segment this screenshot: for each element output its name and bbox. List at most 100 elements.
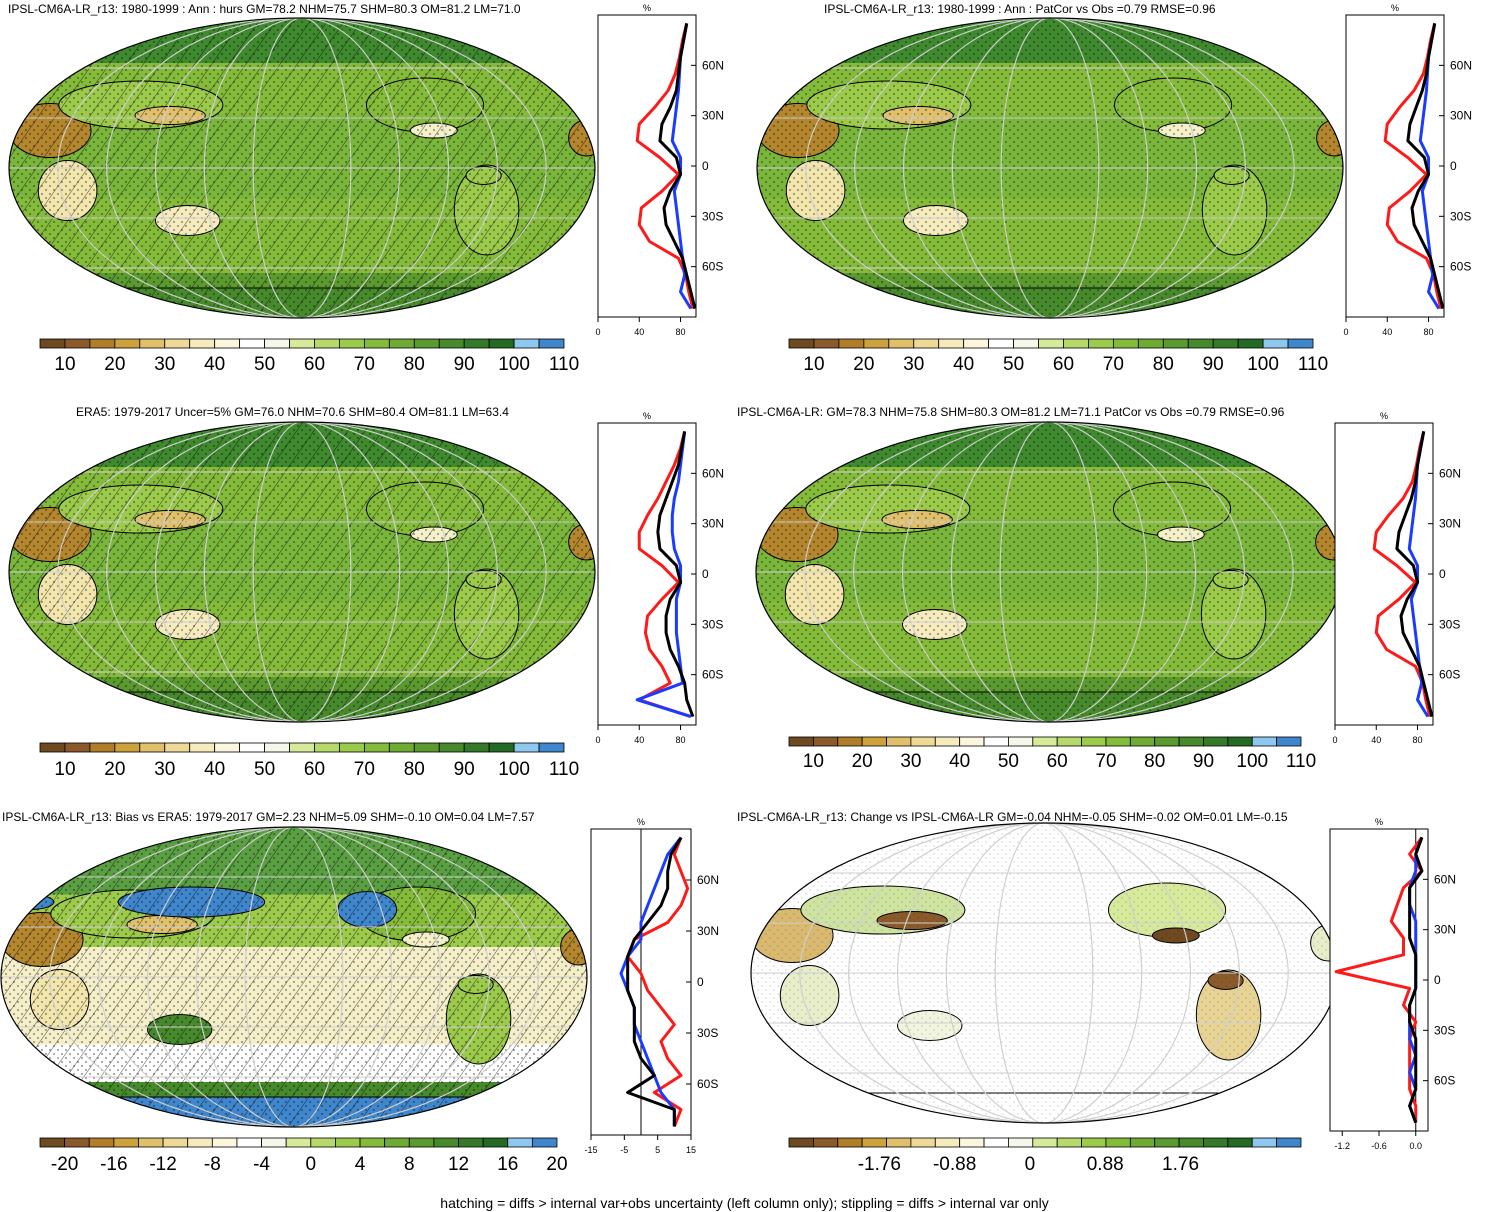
colorbar-swatch bbox=[959, 1137, 985, 1148]
zonal-ytick: 60N bbox=[697, 873, 719, 887]
colorbar-label: 50 bbox=[254, 759, 275, 780]
series-line-red bbox=[635, 23, 695, 309]
series-line-blue bbox=[619, 836, 683, 1127]
zonal-plot-p6: % 60N 30N 0 30S 60S -1.2 -0.6 0.0 bbox=[1329, 817, 1456, 1151]
colorbar-label: 100 bbox=[498, 354, 530, 375]
zonal-xtick: -1.2 bbox=[1334, 1141, 1350, 1151]
zonal-ytick: 60S bbox=[702, 260, 723, 274]
colorbar-swatch bbox=[861, 1137, 887, 1148]
colorbar-swatch bbox=[837, 736, 863, 747]
colorbar-swatch bbox=[1276, 1137, 1302, 1148]
colorbar-swatch bbox=[363, 742, 390, 753]
zonal-ytick: 0 bbox=[702, 159, 709, 173]
colorbar-swatch bbox=[88, 1137, 115, 1148]
map-p5 bbox=[0, 826, 588, 1128]
zonal-xtick: 40 bbox=[634, 327, 644, 337]
zonal-xtick: -15 bbox=[584, 1145, 597, 1155]
zonal-ytick: 30S bbox=[702, 209, 723, 223]
zonal-xtick: 0 bbox=[595, 735, 600, 745]
colorbar-swatch bbox=[938, 338, 965, 349]
zonal-xtick: -5 bbox=[620, 1145, 628, 1155]
colorbar-p4: 10 20 30 40 50 60 70 80 90 100 110 bbox=[788, 736, 1316, 772]
colorbar-swatch bbox=[538, 338, 565, 349]
colorbar-swatch bbox=[335, 1137, 361, 1148]
zonal-ytick: 30S bbox=[1439, 617, 1460, 631]
colorbar-label: 16 bbox=[497, 1154, 518, 1175]
zonal-xtick: 15 bbox=[686, 1145, 696, 1155]
zonal-ytick: 30N bbox=[1450, 109, 1472, 123]
footnote: hatching = diffs > internal var+obs unce… bbox=[440, 1195, 1049, 1211]
colorbar-swatch bbox=[236, 1137, 262, 1148]
colorbar-label: -0.88 bbox=[933, 1154, 976, 1175]
colorbar-swatch bbox=[813, 338, 840, 349]
colorbar-label: 10 bbox=[803, 354, 824, 375]
colorbar-swatch bbox=[1129, 736, 1156, 747]
zonal-ytick: 0 bbox=[1439, 567, 1446, 581]
colorbar-swatch bbox=[463, 742, 490, 753]
zonal-ytick: 30S bbox=[697, 1026, 718, 1040]
zonal-xtick: 80 bbox=[1413, 735, 1423, 745]
zonal-ytick: 30N bbox=[697, 924, 719, 938]
colorbar-label: 110 bbox=[1298, 354, 1328, 375]
series-line-black bbox=[1408, 836, 1424, 1124]
colorbar-swatch bbox=[507, 1137, 533, 1148]
colorbar-swatch bbox=[1088, 338, 1114, 349]
colorbar-swatch bbox=[531, 1137, 558, 1148]
panel-title: IPSL-CM6A-LR: GM=78.3 NHM=75.8 SHM=80.3 … bbox=[737, 405, 1285, 419]
colorbar-swatch bbox=[214, 742, 241, 753]
colorbar-swatch bbox=[788, 736, 814, 747]
colorbar-label: 80 bbox=[404, 354, 425, 375]
map-p6 bbox=[750, 822, 1338, 1124]
colorbar-swatch bbox=[1056, 736, 1082, 747]
zonal-ytick: 30S bbox=[1434, 1023, 1455, 1037]
colorbar-swatch bbox=[1212, 338, 1239, 349]
colorbar-swatch bbox=[788, 338, 815, 349]
colorbar-p3: 10 20 30 40 50 60 70 80 90 100 110 bbox=[39, 742, 579, 780]
colorbar-swatch bbox=[983, 1137, 1009, 1148]
colorbar-swatch bbox=[359, 1137, 386, 1148]
colorbar-label: 30 bbox=[154, 354, 175, 375]
colorbar-swatch bbox=[285, 1137, 312, 1148]
colorbar-p6: -1.76 -0.88 0 0.88 1.76 bbox=[788, 1137, 1302, 1175]
colorbar-label: 70 bbox=[1103, 354, 1124, 375]
colorbar-label: 50 bbox=[1003, 354, 1024, 375]
colorbar-swatch bbox=[189, 338, 216, 349]
colorbar-swatch bbox=[913, 338, 940, 349]
zonal-ytick: 30S bbox=[702, 617, 723, 631]
colorbar-label: 40 bbox=[949, 751, 970, 772]
colorbar-swatch bbox=[1032, 736, 1058, 747]
colorbar-swatch bbox=[463, 338, 490, 349]
colorbar-swatch bbox=[384, 1137, 410, 1148]
colorbar-swatch bbox=[1178, 1137, 1204, 1148]
colorbar-swatch bbox=[1227, 1137, 1253, 1148]
zonal-unit: % bbox=[643, 3, 651, 13]
colorbar-swatch bbox=[64, 1137, 90, 1148]
zonal-xtick: 80 bbox=[676, 735, 686, 745]
colorbar-label: 0.88 bbox=[1087, 1154, 1124, 1175]
map-p2 bbox=[756, 17, 1344, 319]
colorbar-swatch bbox=[289, 742, 315, 753]
colorbar-swatch bbox=[310, 1137, 336, 1148]
zonal-ytick: 60N bbox=[702, 58, 724, 72]
colorbar-swatch bbox=[1203, 1137, 1229, 1148]
series-line-red bbox=[1383, 23, 1443, 309]
colorbar-swatch bbox=[1154, 1137, 1180, 1148]
colorbar-swatch bbox=[114, 338, 141, 349]
colorbar-label: 60 bbox=[304, 354, 325, 375]
colorbar-swatch bbox=[39, 338, 66, 349]
colorbar-swatch bbox=[1137, 338, 1164, 349]
colorbar-swatch bbox=[458, 1137, 484, 1148]
zonal-xtick: 0.0 bbox=[1409, 1141, 1422, 1151]
colorbar-swatch bbox=[363, 338, 390, 349]
colorbar-swatch bbox=[788, 1137, 814, 1148]
colorbar-swatch bbox=[910, 736, 936, 747]
colorbar-swatch bbox=[64, 338, 91, 349]
colorbar-label: 70 bbox=[354, 354, 375, 375]
colorbar-swatch bbox=[438, 742, 465, 753]
colorbar-swatch bbox=[886, 736, 912, 747]
zonal-ytick: 30N bbox=[1434, 923, 1456, 937]
zonal-xtick: 80 bbox=[1424, 327, 1434, 337]
colorbar-swatch bbox=[1276, 736, 1302, 747]
zonal-xtick: 40 bbox=[634, 735, 644, 745]
map-p3 bbox=[8, 421, 596, 723]
